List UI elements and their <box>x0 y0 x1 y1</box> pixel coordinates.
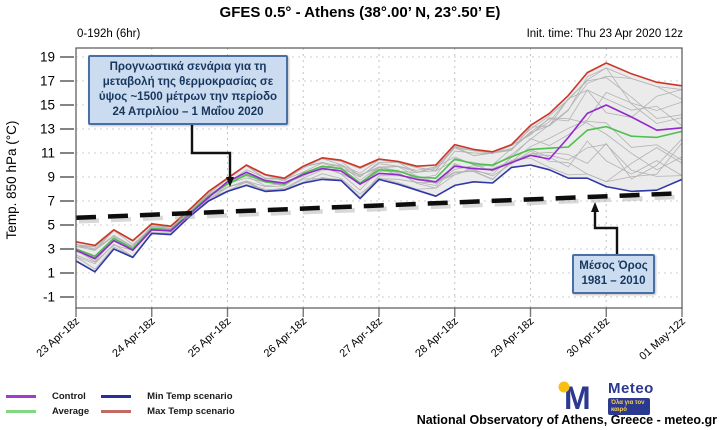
x-tick-label: 29 Apr-18z <box>489 315 537 360</box>
legend-item-control: Control <box>6 391 89 402</box>
annotation-arrows <box>190 122 619 254</box>
x-tick-label: 23 Apr-18z <box>34 315 82 360</box>
scenario-annotation: Προγνωστικά σενάρια για τη μεταβολή της … <box>88 55 288 125</box>
series-line-average <box>75 125 683 258</box>
legend-item-min-temp-scenario: Min Temp scenario <box>101 391 234 402</box>
x-tick-label: 26 Apr-18z <box>262 315 310 360</box>
series-line-control <box>75 104 683 260</box>
x-tick-label: 24 Apr-18z <box>110 315 158 360</box>
logo-tagline: Όλα για τον καιρό <box>608 398 650 415</box>
scenario-annotation-line: Προγνωστικά σενάρια για τη <box>109 61 267 73</box>
legend-swatch <box>101 410 132 413</box>
y-axis-title: Temp. 850 hPa (°C) <box>4 121 19 240</box>
scenario-annotation-line: 24 Απριλίου – 1 Μαΐου 2020 <box>112 106 264 118</box>
meteo-logo-mark: M <box>558 380 591 414</box>
y-tick-label: 3 <box>47 242 55 257</box>
climatology-mean-line <box>75 190 683 221</box>
legend-column: Min Temp scenario Max Temp scenario <box>101 391 235 417</box>
x-tick-label: 30 Apr-18z <box>565 315 613 360</box>
chart-title: GFES 0.5° - Athens (38°.00’ N, 23°.50’ E… <box>219 4 501 21</box>
legend-label: Min Temp scenario <box>147 391 233 402</box>
y-tick-label: 9 <box>47 170 55 185</box>
mean-annotation-line: Μέσος Όρος <box>579 260 648 272</box>
legend-swatch <box>6 410 36 413</box>
y-tick-label: 19 <box>40 50 55 65</box>
logo-dot-icon <box>558 381 570 393</box>
data-series <box>75 62 685 273</box>
meteo-logo: M Meteo Όλα για τον καιρό <box>556 378 654 415</box>
legend-item-max-temp-scenario: Max Temp scenario <box>101 406 235 417</box>
legend-column: Control Average <box>6 391 89 417</box>
scenario-annotation-line: μεταβολή της θερμοκρασίας σε <box>102 76 274 88</box>
legend-swatch <box>6 395 36 398</box>
y-tick-label: 15 <box>40 98 55 113</box>
x-tick-label: 25 Apr-18z <box>186 315 234 360</box>
legend-label: Average <box>52 406 90 417</box>
legend-item-average: Average <box>6 406 89 417</box>
y-tick-label: 7 <box>47 194 55 209</box>
y-tick-label: 11 <box>41 146 55 161</box>
x-tick-label: 01 May-12z <box>637 315 688 362</box>
init-time-label: Init. time: Thu 23 Apr 2020 12z <box>526 28 683 40</box>
mean-annotation: Μέσος Όρος 1981 – 2010 <box>572 254 655 294</box>
y-tick-label: 5 <box>47 218 55 233</box>
legend: Control Average Min Temp scenario Max Temp … <box>6 391 235 417</box>
legend-label: Max Temp scenario <box>147 406 235 417</box>
y-tick-label: 1 <box>47 266 55 281</box>
series-line-min-temp-scenario <box>75 164 683 273</box>
x-tick-label: 28 Apr-18z <box>413 315 461 360</box>
legend-label: Control <box>52 391 86 402</box>
y-tick-label: 17 <box>40 74 55 89</box>
series-line-max-temp-scenario <box>75 62 683 247</box>
x-tick-label: 27 Apr-18z <box>337 315 385 360</box>
forecast-range-label: 0-192h (6hr) <box>77 28 141 40</box>
scenario-annotation-line: ύψος ~1500 μέτρων την περίοδο <box>98 91 278 103</box>
mean-annotation-line: 1981 – 2010 <box>581 275 646 287</box>
y-tick-label: -1 <box>43 290 55 305</box>
legend-swatch <box>101 395 132 398</box>
logo-wordmark: Meteo <box>608 380 654 397</box>
credit-line: National Observatory of Athens, Greece -… <box>416 413 717 427</box>
y-tick-label: 13 <box>40 122 55 137</box>
